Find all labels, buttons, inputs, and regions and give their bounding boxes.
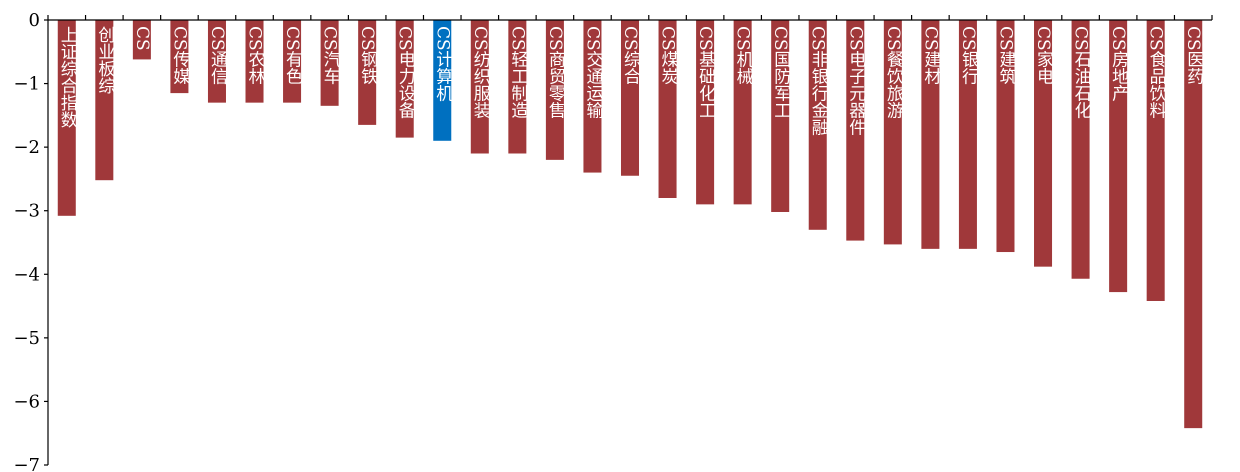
bar-label: CS建筑 — [995, 26, 1016, 85]
bar-label: CS交通运输 — [582, 26, 603, 120]
bar — [395, 20, 414, 138]
bar-label: CS农林 — [245, 26, 266, 85]
y-tick-label: −6 — [13, 391, 40, 412]
bar — [283, 20, 302, 103]
bar-label: CS综合 — [620, 26, 641, 85]
bar — [1146, 20, 1165, 301]
y-tick-label: −2 — [13, 137, 40, 158]
bar-label: CS通信 — [207, 26, 228, 85]
bar — [320, 20, 339, 106]
bar — [358, 20, 377, 125]
bar — [1034, 20, 1053, 267]
bar — [1071, 20, 1090, 279]
bars-group — [57, 20, 1203, 429]
bar-label: CS煤炭 — [658, 26, 679, 85]
bar — [508, 20, 527, 154]
bar — [470, 20, 489, 154]
bar-label: 创业板综 — [94, 26, 115, 95]
bar-label: CS房地产 — [1108, 26, 1129, 102]
y-tick-label: −4 — [13, 264, 40, 285]
bar — [170, 20, 189, 94]
y-tick-label: −3 — [13, 201, 40, 222]
bar-label: CS非银行金融 — [808, 26, 829, 137]
bar-label: CS基础化工 — [695, 26, 716, 119]
bar-label: 上证综合指数 — [57, 26, 78, 128]
bar — [1109, 20, 1128, 293]
bar — [846, 20, 865, 241]
bar-label: CS家电 — [1033, 26, 1053, 85]
bar — [433, 20, 452, 141]
bar — [95, 20, 114, 181]
y-tick-labels: 0 −1 −2 −3 −4 −5 −6 −7 — [13, 10, 40, 472]
bar — [696, 20, 715, 205]
y-tick-label: −1 — [13, 74, 40, 95]
bar-label: CS钢铁 — [357, 26, 378, 85]
y-tick-label: −5 — [13, 328, 40, 349]
bar-label: CS石油石化 — [1071, 26, 1092, 119]
bar — [733, 20, 752, 205]
bar-label: CS食品饮料 — [1146, 26, 1167, 119]
bar-label: CS国防军工 — [770, 26, 791, 119]
bar — [958, 20, 977, 249]
bar — [658, 20, 677, 198]
bar-label: CS商贸零售 — [545, 26, 566, 119]
bar-label: CS纺织服装 — [470, 26, 491, 119]
y-tick-label: 0 — [29, 10, 40, 31]
bar — [207, 20, 226, 103]
bar-label: CS电力设备 — [395, 26, 416, 119]
bar-label: CS银行 — [958, 26, 979, 86]
bar — [771, 20, 790, 212]
bar — [245, 20, 264, 103]
bar — [883, 20, 902, 245]
bar — [620, 20, 640, 176]
bar — [545, 20, 564, 160]
axes-group — [44, 15, 1213, 466]
bar — [996, 20, 1015, 253]
bar-label: CS计算机 — [432, 26, 453, 102]
bar — [132, 20, 151, 60]
bar-label: CS电子元器件 — [845, 26, 866, 136]
bar-label: CS汽车 — [320, 26, 341, 85]
bar-label: CS轻工制造 — [507, 26, 528, 119]
bar-label: CS有色 — [282, 26, 303, 85]
bar-label: CS餐饮旅游 — [883, 26, 904, 119]
bar-label: CS机械 — [733, 26, 754, 85]
bar-label: CS建材 — [920, 26, 941, 85]
y-tick-label: −7 — [13, 455, 40, 472]
bar — [921, 20, 940, 249]
bar-label: CS医药 — [1183, 26, 1204, 86]
bar — [808, 20, 827, 230]
bar-label: CS — [132, 26, 152, 51]
bar-labels-group: 上证综合指数 创业板综 CS CS传媒 CS通信 CS农林 CS有色 CS汽车 CS钢铁 CS电力… — [57, 26, 1204, 137]
bar — [1184, 20, 1203, 429]
bar-label: CS传媒 — [169, 26, 190, 85]
bar — [583, 20, 602, 173]
bar — [57, 20, 76, 216]
